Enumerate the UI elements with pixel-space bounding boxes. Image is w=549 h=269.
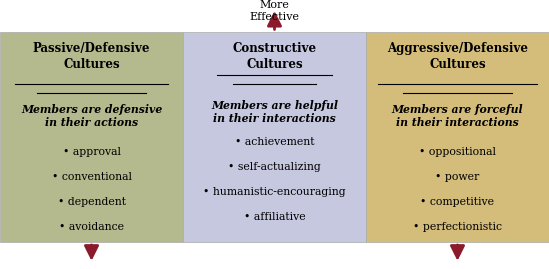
Text: • approval: • approval (63, 147, 121, 157)
Text: • competitive: • competitive (421, 197, 495, 207)
Text: • power: • power (435, 172, 480, 182)
Text: • humanistic-encouraging: • humanistic-encouraging (203, 187, 346, 197)
Text: Aggressive/Defensive
Cultures: Aggressive/Defensive Cultures (387, 42, 528, 71)
Text: • conventional: • conventional (52, 172, 132, 182)
Text: Passive/Defensive
Cultures: Passive/Defensive Cultures (33, 42, 150, 71)
Text: • achievement: • achievement (235, 137, 314, 147)
Text: • avoidance: • avoidance (59, 222, 124, 232)
Text: • affiliative: • affiliative (244, 212, 305, 222)
Text: • dependent: • dependent (58, 197, 126, 207)
Text: • perfectionistic: • perfectionistic (413, 222, 502, 232)
Text: Members are forceful
in their interactions: Members are forceful in their interactio… (391, 104, 523, 128)
Text: More
Effective: More Effective (249, 0, 300, 22)
Text: Constructive
Cultures: Constructive Cultures (232, 42, 317, 71)
Text: • self-actualizing: • self-actualizing (228, 162, 321, 172)
Text: • oppositional: • oppositional (419, 147, 496, 157)
Bar (0, 32, 183, 242)
Bar (366, 32, 549, 242)
Bar (183, 32, 366, 242)
Text: Members are helpful
in their interactions: Members are helpful in their interaction… (211, 100, 338, 124)
Text: Members are defensive
in their actions: Members are defensive in their actions (21, 104, 162, 128)
